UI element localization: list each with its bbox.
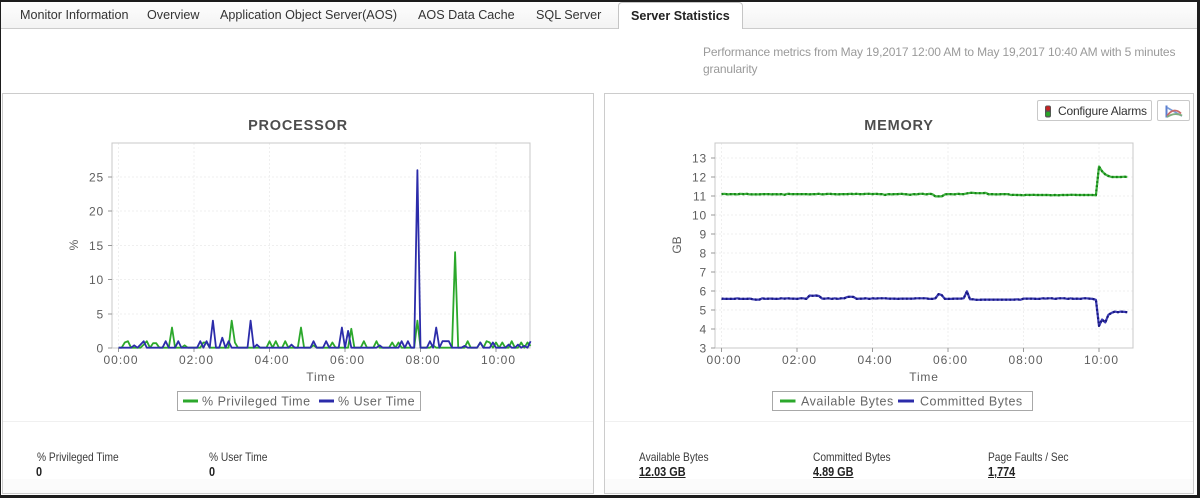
svg-text:% User Time: % User Time [338, 395, 415, 409]
svg-text:13: 13 [692, 152, 707, 166]
svg-text:06:00: 06:00 [933, 353, 968, 367]
svg-text:GB: GB [670, 236, 684, 253]
svg-text:3: 3 [700, 342, 707, 356]
svg-text:7: 7 [700, 266, 707, 280]
svg-text:02:00: 02:00 [179, 353, 214, 367]
svg-text:8: 8 [700, 247, 707, 261]
svg-text:08:00: 08:00 [1008, 353, 1043, 367]
svg-text:10:00: 10:00 [1084, 353, 1119, 367]
svg-text:% Privileged Time: % Privileged Time [202, 395, 311, 409]
svg-text:02:00: 02:00 [782, 353, 817, 367]
svg-text:06:00: 06:00 [330, 353, 365, 367]
svg-text:04:00: 04:00 [254, 353, 289, 367]
svg-text:5: 5 [97, 307, 104, 321]
svg-text:6: 6 [700, 285, 707, 299]
svg-text:10: 10 [89, 273, 104, 287]
svg-text:Time: Time [909, 370, 938, 384]
svg-text:20: 20 [89, 205, 104, 219]
svg-text:%: % [67, 239, 81, 250]
svg-text:10:00: 10:00 [481, 353, 516, 367]
svg-text:00:00: 00:00 [706, 353, 741, 367]
svg-text:12: 12 [692, 171, 707, 185]
svg-text:15: 15 [89, 239, 104, 253]
svg-text:4: 4 [700, 323, 707, 337]
svg-text:10: 10 [692, 209, 707, 223]
svg-text:04:00: 04:00 [857, 353, 892, 367]
svg-text:11: 11 [693, 190, 707, 204]
svg-text:Time: Time [306, 370, 335, 384]
svg-text:0: 0 [97, 342, 104, 356]
svg-text:9: 9 [700, 228, 707, 242]
svg-text:5: 5 [700, 304, 707, 318]
svg-text:25: 25 [89, 171, 104, 185]
svg-text:Available Bytes: Available Bytes [801, 395, 894, 409]
svg-text:Committed Bytes: Committed Bytes [920, 395, 1023, 409]
svg-text:08:00: 08:00 [405, 353, 440, 367]
svg-text:00:00: 00:00 [103, 353, 138, 367]
